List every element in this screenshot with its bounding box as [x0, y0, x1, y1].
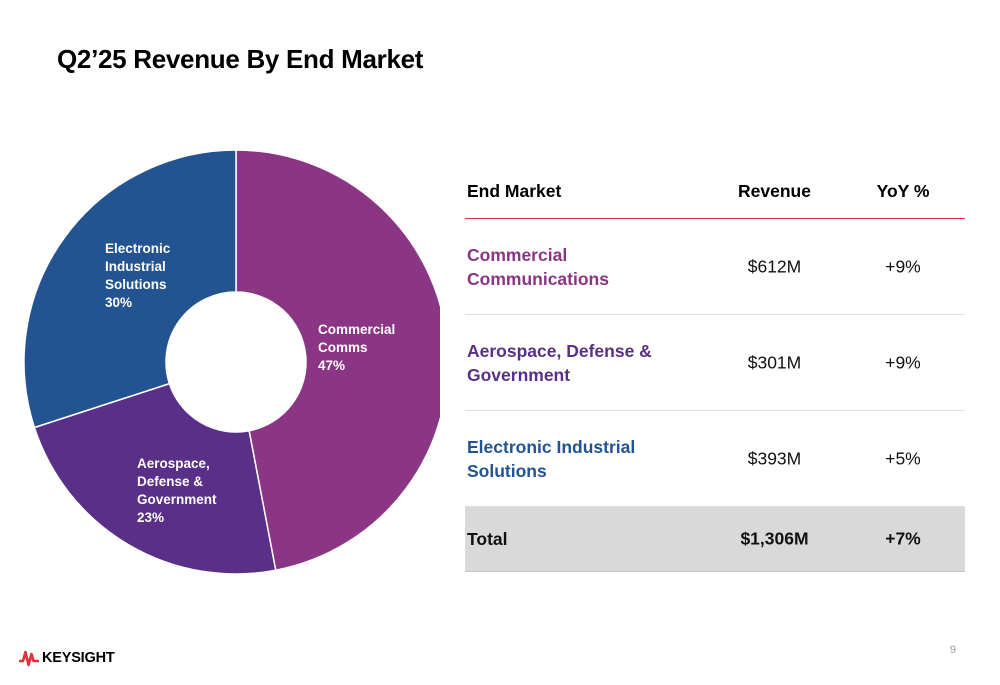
keysight-logo: KEYSIGHT	[19, 646, 115, 670]
table-row: Aerospace, Defense & Government $301M +9…	[465, 315, 965, 411]
total-label: Total	[467, 529, 508, 549]
row-market-name: Electronic Industrial Solutions	[467, 436, 636, 481]
donut-slice-commercial-comms	[235, 149, 440, 572]
slice-label-commercial-comms: Commercial Comms 47%	[318, 322, 395, 373]
row-yoy: +9%	[885, 352, 921, 372]
logo-text: KEYSIGHT	[42, 650, 115, 666]
row-yoy: +5%	[885, 448, 921, 468]
revenue-table: End Market Revenue YoY % Commercial Comm…	[465, 170, 965, 572]
table-row: Commercial Communications $612M +9%	[465, 219, 965, 315]
slice-label-electronic-industrial-solutions: Electronic Industrial Solutions 30%	[105, 241, 171, 310]
row-revenue: $393M	[747, 448, 802, 468]
header-yoy: YoY %	[876, 181, 930, 201]
table-row: Electronic Industrial Solutions $393M +5…	[465, 411, 965, 507]
donut-slice-electronic-industrial-solutions	[23, 149, 237, 429]
total-yoy: +7%	[885, 528, 921, 549]
row-market-name: Aerospace, Defense & Government	[467, 340, 652, 385]
row-market-name: Commercial Communications	[467, 244, 609, 289]
donut-slice-aerospace-defense-government	[33, 382, 277, 575]
slice-label-aerospace-defense-government: Aerospace, Defense & Government 23%	[137, 456, 217, 525]
total-row: Total $1,306M +7%	[465, 507, 965, 572]
row-revenue: $612M	[747, 256, 802, 276]
row-revenue: $301M	[747, 352, 802, 372]
total-revenue: $1,306M	[740, 528, 809, 549]
table-header: End Market Revenue YoY %	[465, 170, 965, 219]
donut-chart: Commercial Comms 47% Aerospace, Defense & Gov…	[0, 0, 440, 600]
donut-chart-svg: Commercial Comms 47% Aerospace, Defense & Gov…	[23, 149, 440, 575]
header-revenue: Revenue	[738, 181, 811, 201]
page-number: 9	[949, 644, 956, 656]
row-yoy: +9%	[885, 256, 921, 276]
page-title: Q2’25 Revenue By End Market	[57, 44, 424, 74]
header-end-market: End Market	[467, 181, 562, 201]
keysight-wave-icon	[19, 650, 39, 667]
